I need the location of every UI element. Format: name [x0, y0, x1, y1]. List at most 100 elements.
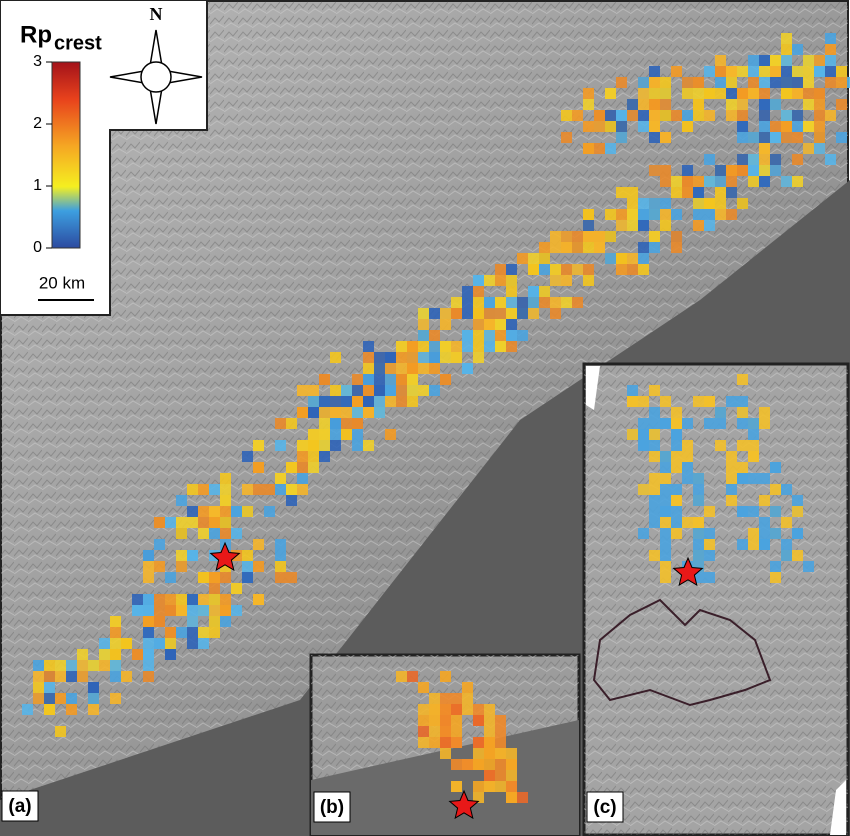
pixel — [638, 484, 649, 495]
pixel — [143, 605, 154, 616]
pixel — [803, 121, 814, 132]
pixel — [814, 132, 825, 143]
pixel — [660, 495, 671, 506]
pixel — [396, 374, 407, 385]
pixel — [506, 286, 517, 297]
pixel — [451, 308, 462, 319]
pixel — [308, 440, 319, 451]
pixel — [418, 715, 429, 726]
pixel — [451, 737, 462, 748]
pixel — [737, 165, 748, 176]
pixel — [451, 759, 462, 770]
pixel — [715, 88, 726, 99]
pixel — [88, 693, 99, 704]
pixel — [209, 583, 220, 594]
pixel — [220, 561, 231, 572]
pixel — [275, 473, 286, 484]
pixel — [660, 561, 671, 572]
pixel — [660, 132, 671, 143]
pixel — [682, 517, 693, 528]
pixel — [143, 627, 154, 638]
pixel — [132, 649, 143, 660]
pixel — [374, 374, 385, 385]
pixel — [330, 418, 341, 429]
pixel — [220, 528, 231, 539]
pixel — [704, 209, 715, 220]
pixel — [55, 660, 66, 671]
pixel — [462, 330, 473, 341]
label-box — [586, 791, 624, 823]
pixel — [506, 770, 517, 781]
pixel — [44, 671, 55, 682]
pixel — [176, 528, 187, 539]
pixel — [715, 418, 726, 429]
pixel — [363, 374, 374, 385]
pixel — [715, 77, 726, 88]
pixel — [473, 319, 484, 330]
pixel — [770, 506, 781, 517]
pixel — [506, 748, 517, 759]
pixel — [429, 352, 440, 363]
pixel — [165, 638, 176, 649]
pixel — [583, 220, 594, 231]
pixel — [407, 363, 418, 374]
pixel — [143, 671, 154, 682]
pixel — [418, 319, 429, 330]
pixel — [308, 462, 319, 473]
pixel — [561, 110, 572, 121]
pixel — [638, 77, 649, 88]
pixel — [242, 561, 253, 572]
pixel — [737, 396, 748, 407]
pixel — [462, 341, 473, 352]
pixel — [506, 308, 517, 319]
pixel — [572, 110, 583, 121]
pixel — [638, 429, 649, 440]
pixel — [154, 616, 165, 627]
pixel — [187, 605, 198, 616]
pixel — [44, 682, 55, 693]
panel-label: (c) — [593, 797, 616, 818]
pixel — [539, 253, 550, 264]
pixel — [682, 473, 693, 484]
pixel — [583, 242, 594, 253]
pixel — [627, 99, 638, 110]
pixel — [297, 440, 308, 451]
pixel — [253, 440, 264, 451]
pixel — [792, 550, 803, 561]
pixel — [770, 572, 781, 583]
pixel — [330, 407, 341, 418]
pixel — [660, 451, 671, 462]
pixel — [550, 242, 561, 253]
pixel — [418, 385, 429, 396]
pixel — [649, 77, 660, 88]
pixel — [616, 253, 627, 264]
pixel — [396, 671, 407, 682]
pixel — [110, 660, 121, 671]
pixel — [473, 715, 484, 726]
pixel — [572, 242, 583, 253]
pixel — [297, 451, 308, 462]
pixel — [781, 132, 792, 143]
pixel — [341, 429, 352, 440]
pixel — [187, 550, 198, 561]
pixel — [407, 374, 418, 385]
pixel — [726, 165, 737, 176]
pixel — [748, 176, 759, 187]
pixel — [154, 638, 165, 649]
pixel — [759, 407, 770, 418]
pixel — [748, 66, 759, 77]
pixel — [561, 297, 572, 308]
pixel — [704, 176, 715, 187]
pixel — [671, 407, 682, 418]
pixel — [275, 550, 286, 561]
pixel — [759, 77, 770, 88]
pixel — [704, 418, 715, 429]
pixel — [495, 759, 506, 770]
pixel — [693, 561, 704, 572]
pixel — [737, 418, 748, 429]
pixel — [165, 594, 176, 605]
pixel — [649, 231, 660, 242]
pixel — [308, 385, 319, 396]
pixel — [792, 66, 803, 77]
pixel — [704, 528, 715, 539]
